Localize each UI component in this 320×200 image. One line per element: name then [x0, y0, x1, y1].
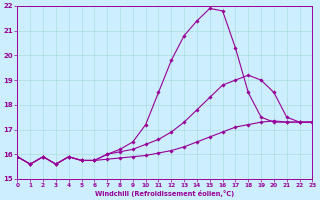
X-axis label: Windchill (Refroidissement éolien,°C): Windchill (Refroidissement éolien,°C) [95, 190, 235, 197]
